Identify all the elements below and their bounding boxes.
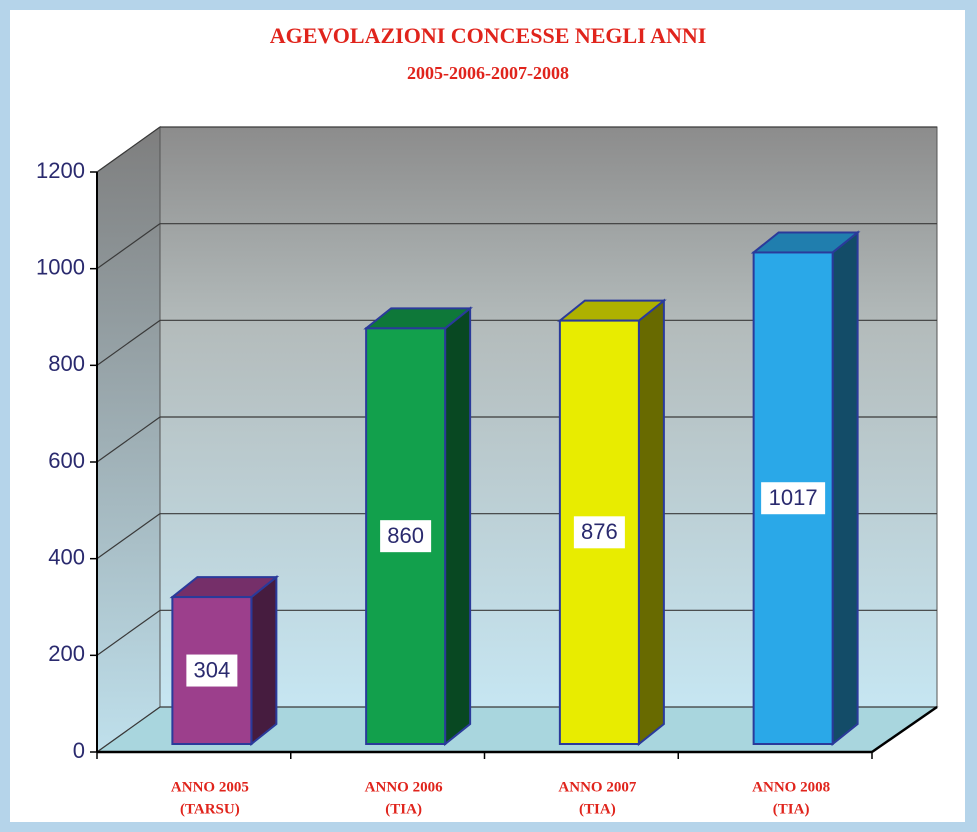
bar-side bbox=[444, 306, 472, 747]
x-tick-label: ANNO 2007 bbox=[558, 779, 636, 795]
grid-line bbox=[96, 319, 161, 366]
y-tick-label: 400 bbox=[48, 544, 85, 569]
y-tick-label: 1000 bbox=[36, 254, 85, 279]
chart-subtitle: 2005-2006-2007-2008 bbox=[407, 63, 569, 83]
y-tick-label: 1200 bbox=[36, 158, 85, 183]
value-label-box bbox=[573, 516, 625, 549]
x-tick-label: (TIA) bbox=[579, 801, 616, 817]
grid-line bbox=[96, 706, 161, 753]
x-tick-label: ANNO 2008 bbox=[752, 779, 830, 795]
value-label: 304 bbox=[194, 657, 231, 682]
grid-line bbox=[96, 126, 161, 173]
value-label-box bbox=[186, 654, 238, 687]
bar-side bbox=[637, 298, 665, 747]
y-tick-label: 0 bbox=[73, 738, 85, 763]
value-label: 876 bbox=[581, 519, 618, 544]
bar-side bbox=[250, 574, 278, 747]
y-tick-label: 600 bbox=[48, 448, 85, 473]
grid-line bbox=[96, 609, 161, 656]
chart-title: AGEVOLAZIONI CONCESSE NEGLI ANNI bbox=[270, 23, 707, 48]
value-label-box bbox=[761, 482, 826, 515]
x-tick-label: (TIA) bbox=[773, 801, 810, 817]
value-label: 860 bbox=[387, 523, 424, 548]
floor-edge bbox=[871, 705, 938, 754]
y-tick-label: 200 bbox=[48, 641, 85, 666]
grid-line bbox=[96, 223, 161, 270]
value-label-box bbox=[380, 520, 432, 553]
y-tick-label: 800 bbox=[48, 351, 85, 376]
x-tick-label: (TIA) bbox=[385, 801, 422, 817]
grid-line bbox=[96, 513, 161, 560]
bar-side bbox=[831, 230, 859, 747]
bar bbox=[171, 596, 253, 745]
grid-line bbox=[96, 416, 161, 463]
x-tick-label: (TARSU) bbox=[180, 801, 240, 817]
value-label: 1017 bbox=[769, 485, 818, 510]
x-tick-label: ANNO 2005 bbox=[171, 779, 249, 795]
x-tick-label: ANNO 2006 bbox=[365, 779, 443, 795]
